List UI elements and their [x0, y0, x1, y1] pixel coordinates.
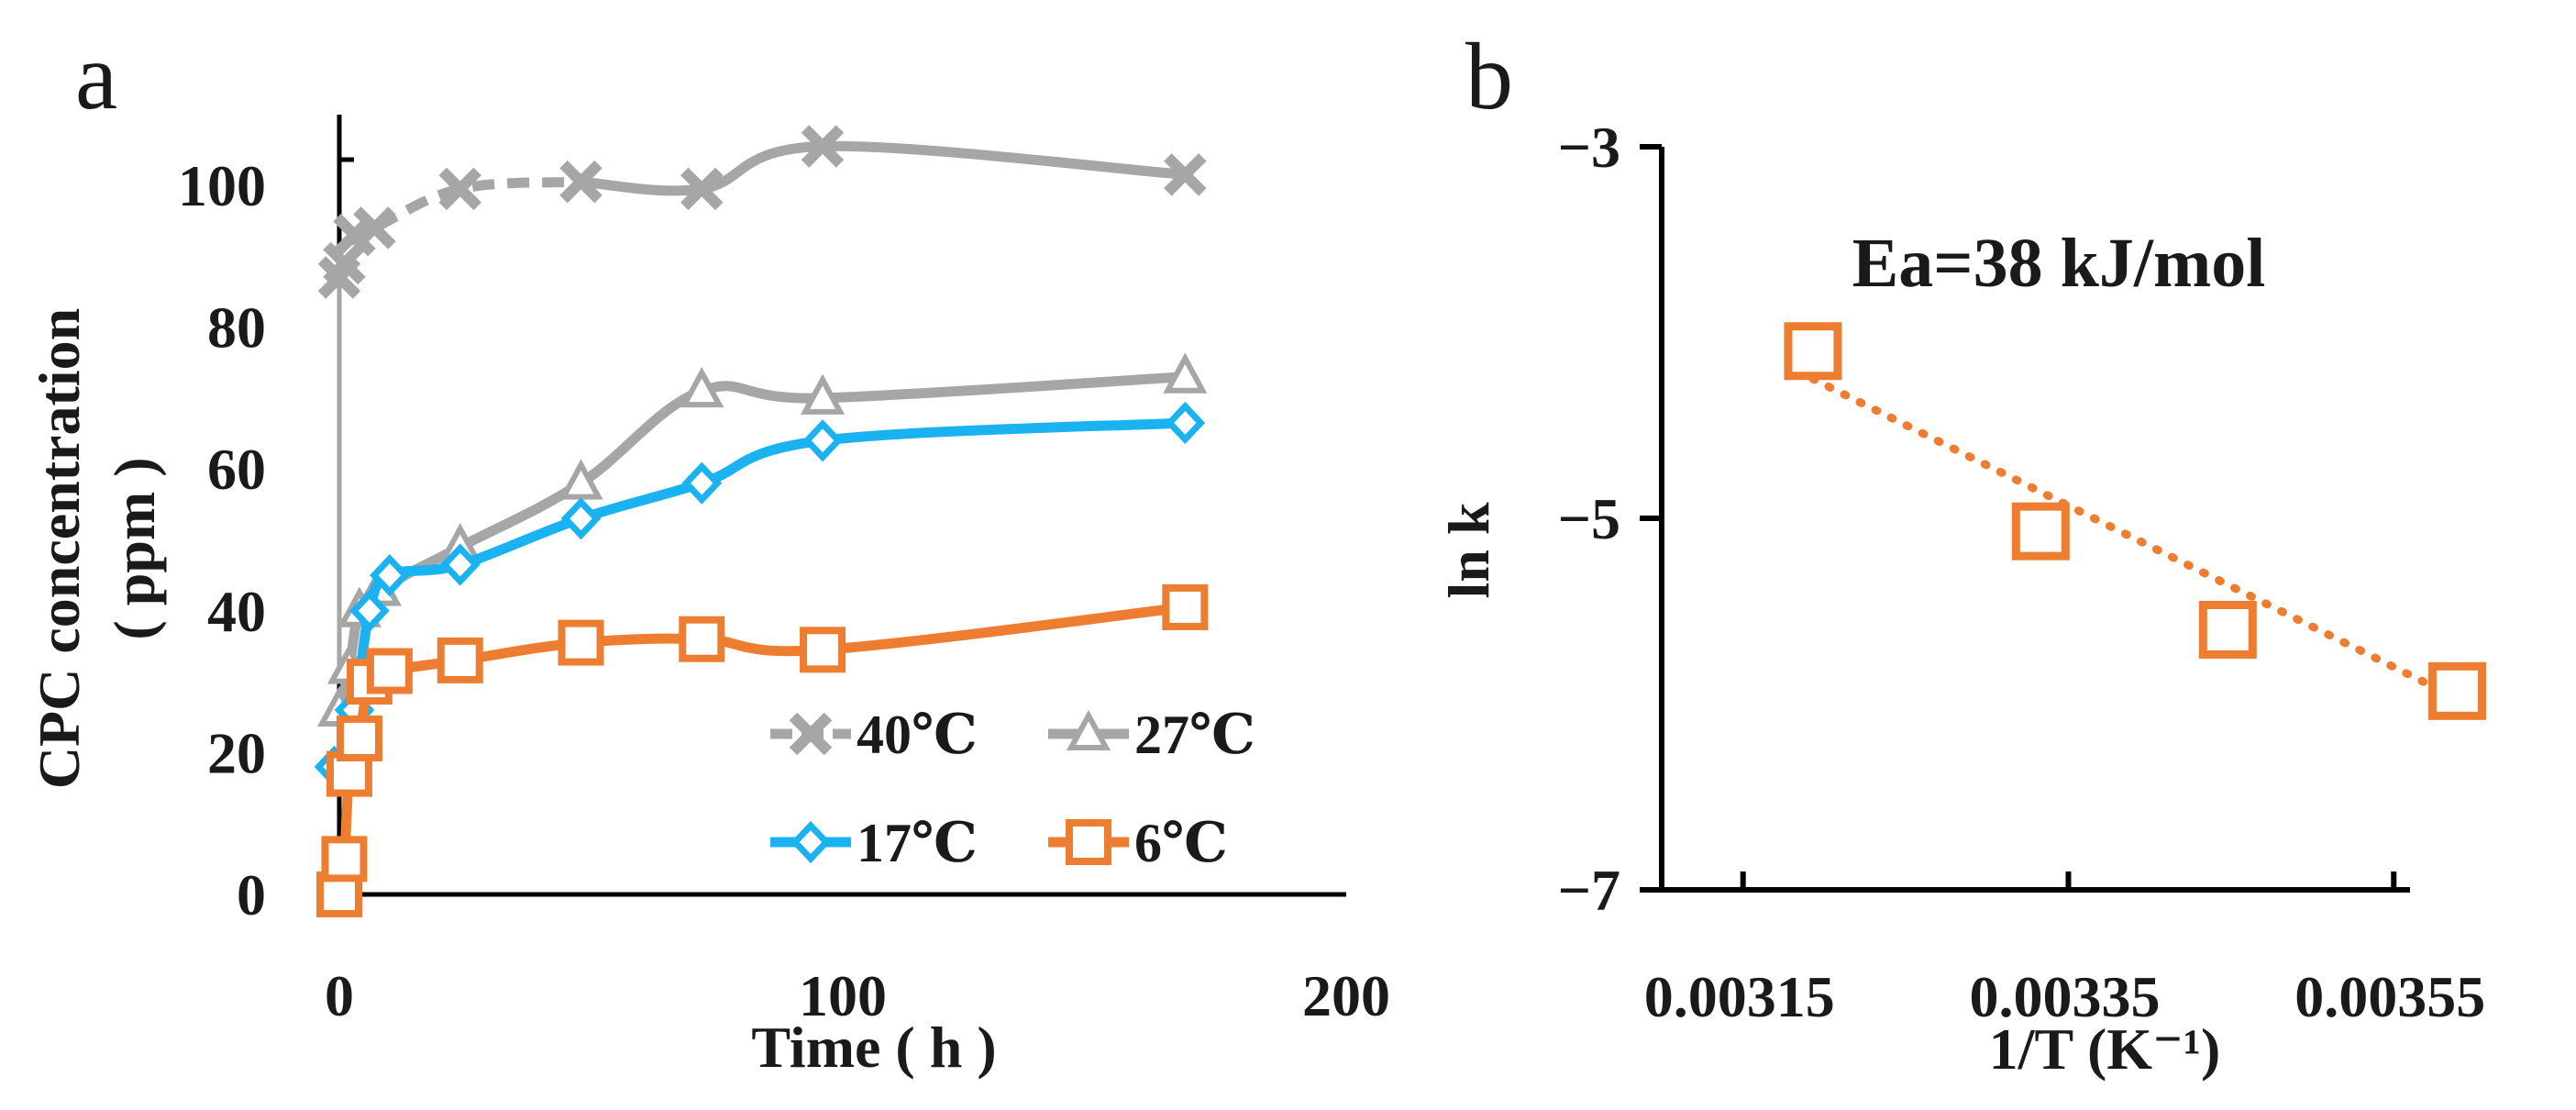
panel-a-legend-item: 27℃: [1048, 705, 1255, 765]
panel-a-series-6c-point: [366, 648, 413, 694]
panel-a-series-6c-point: [437, 637, 483, 683]
panel-a-series-17c-point: [439, 543, 481, 586]
panel-a-y-tick-label: 60: [207, 437, 266, 502]
panel-b-y-axis-label: ln k: [1436, 502, 1501, 598]
panel-a-series-17c-point: [370, 554, 410, 597]
panel-a-label: a: [75, 24, 117, 129]
panel-a-series-27c-point: [680, 366, 724, 408]
panel-a-legend-label: 17℃: [857, 813, 978, 873]
panel-a-series-40c-point-stroke2: [438, 167, 482, 211]
panel-a-series-17c-line: [329, 417, 1186, 769]
panel-b-y-ticks: −3 −5 −7: [1558, 115, 1662, 923]
panel-a-series-40c: [317, 125, 1207, 668]
panel-a-series: [314, 125, 1209, 917]
panel-a-legend-swatch-marker: [1066, 709, 1111, 750]
panel-a-series-17c-point: [681, 461, 723, 505]
panel-a-series-40c-point-stroke2: [353, 206, 396, 250]
panel-a-legend: 40℃ 27℃ 17℃ 6℃: [770, 705, 1255, 873]
panel-a: a 0 20 40 60 80 100 0 100 200 Time ( h ) CPC co…: [27, 24, 1390, 1080]
panel-a-series-6c-point: [321, 836, 368, 882]
panel-b-x-axis-label: 1/T (K⁻¹): [1989, 1016, 2221, 1082]
panel-a-legend-label: 6℃: [1134, 813, 1228, 873]
panel-a-series-17c-point: [802, 419, 843, 462]
panel-a-series-6c-point: [679, 616, 725, 662]
panel-b-trendline: [1808, 374, 2461, 703]
panel-b-annotation: Ea=38 kJ/mol: [1852, 225, 2266, 302]
panel-a-legend-label: 27℃: [1134, 705, 1255, 765]
panel-a-series-40c-point: [353, 206, 396, 250]
panel-a-x-ticks: 0 100 200: [325, 963, 1390, 1028]
panel-a-series-27c-point: [1163, 352, 1208, 394]
panel-b-x-tick-label: 0.00315: [1644, 964, 1835, 1029]
panel-a-y-axis-label-line2: ( ppm ): [102, 457, 167, 639]
panel-a-x-tick-label: 100: [799, 963, 887, 1028]
panel-b-label: b: [1465, 24, 1513, 129]
panel-a-series-27c-point: [558, 459, 603, 500]
panel-a-legend-swatch-marker: [1066, 819, 1111, 865]
panel-a-legend-label: 40℃: [857, 705, 978, 765]
panel-a-y-ticks: 0 20 40 60 80 100: [178, 153, 266, 927]
panel-a-axes: [337, 115, 1346, 897]
panel-a-x-tick-label: 0: [325, 963, 354, 1028]
panel-b-data-point: [2427, 661, 2486, 720]
panel-a-y-tick-label: 20: [207, 720, 266, 785]
panel-a-y-tick-label: 80: [207, 295, 266, 361]
panel-a-x-axis-label: Time ( h ): [751, 1015, 996, 1080]
panel-b-trendline-line: [1808, 374, 2461, 703]
panel-a-y-tick-label: 0: [237, 862, 266, 927]
panel-a-series-6c-point: [1162, 583, 1209, 630]
panel-a-y-tick-label: 100: [178, 153, 266, 218]
panel-a-series-6c: [316, 583, 1209, 917]
panel-b-series: [1784, 322, 2486, 720]
panel-a-legend-swatch-marker: [789, 712, 833, 756]
panel-a-legend-item: 6℃: [1048, 813, 1228, 873]
panel-a-legend-swatch-marker: [790, 820, 831, 864]
panel-a-legend-swatch-marker-stroke2: [789, 712, 833, 756]
panel-a-series-40c-line: [580, 140, 1186, 196]
panel-a-legend-item: 17℃: [770, 813, 978, 873]
panel-a-series-17c-point: [560, 497, 602, 540]
panel-a-series-40c-point-stroke2: [323, 241, 366, 285]
panel-a-series-40c-point-stroke2: [680, 167, 724, 211]
panel-b-x-ticks: 0.00315 0.00335 0.00355: [1644, 871, 2485, 1029]
panel-a-series-40c-point: [438, 167, 482, 211]
panel-b-data-point: [2011, 502, 2070, 561]
panel-a-y-axis-label-line1: CPC concentration: [27, 308, 92, 789]
panel-a-series-40c-point-stroke2: [801, 125, 845, 168]
panel-b-x-tick-label: 0.00355: [2294, 964, 2485, 1029]
panel-b-data-point: [2198, 601, 2257, 659]
panel-b-y-tick-label: −7: [1558, 858, 1620, 923]
panel-a-series-17c-point: [349, 589, 390, 632]
panel-b-y-tick-label: −3: [1558, 115, 1620, 180]
panel-b: b −3 −5 −7 0.00315 0.00335 0.00355 Ea=38 kJ/…: [1436, 24, 2486, 1082]
panel-a-series-40c-point: [323, 241, 366, 285]
panel-a-legend-item: 40℃: [770, 705, 978, 765]
panel-a-y-tick-label: 40: [207, 579, 266, 644]
panel-a-series-40c-point: [559, 160, 603, 204]
panel-a-series-40c-point: [680, 167, 724, 211]
panel-a-series-27c-point: [800, 373, 846, 415]
panel-a-series-40c-point-stroke2: [1164, 153, 1207, 196]
panel-b-data-point: [1784, 322, 1842, 381]
panel-b-x-tick-label: 0.00335: [1969, 964, 2160, 1029]
panel-b-y-tick-label: −5: [1558, 486, 1620, 551]
panel-a-series-17c-point: [1165, 401, 1206, 445]
panel-a-series-6c-point: [336, 715, 382, 761]
panel-a-series-40c-point-stroke2: [559, 160, 603, 204]
panel-a-series-6c-point: [558, 619, 604, 666]
panel-a-series-17c: [314, 401, 1206, 788]
panel-a-series-40c-point: [1164, 153, 1207, 196]
panel-a-x-tick-label: 200: [1302, 963, 1390, 1028]
panel-a-series-6c-point: [800, 627, 846, 673]
panel-a-series-40c-point: [801, 125, 845, 168]
